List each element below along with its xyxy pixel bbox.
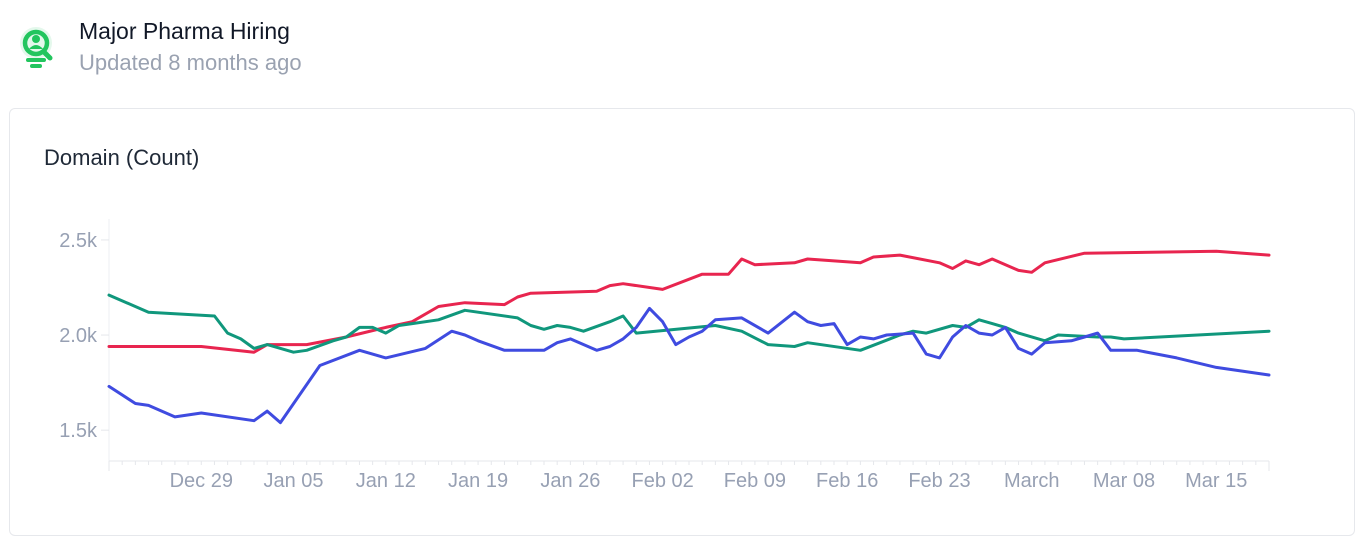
x-tick-label: Feb 09 bbox=[724, 470, 786, 492]
x-tick-label: Dec 29 bbox=[170, 470, 233, 492]
series-line-2[interactable] bbox=[107, 293, 1271, 354]
x-tick-label: Mar 15 bbox=[1185, 470, 1247, 492]
dashboard-header: Major Pharma Hiring Updated 8 months ago bbox=[16, 16, 716, 86]
x-tick-label: Jan 12 bbox=[356, 470, 416, 492]
x-tick-label: Feb 02 bbox=[632, 470, 694, 492]
dashboard-title[interactable]: Major Pharma Hiring bbox=[79, 18, 290, 44]
x-tick-label: Jan 26 bbox=[540, 470, 600, 492]
chart-title: Domain (Count) bbox=[44, 145, 200, 170]
y-tick-label: 2.0k bbox=[59, 325, 98, 347]
updated-timestamp: Updated 8 months ago bbox=[79, 50, 302, 75]
series-line-1[interactable] bbox=[107, 249, 1271, 354]
x-tick-label: Feb 16 bbox=[816, 470, 878, 492]
magnifier-person-icon bbox=[20, 27, 53, 68]
y-tick-label: 1.5k bbox=[59, 420, 98, 442]
chart-card: Domain (Count) 2.5k 2.0k 1.5k Dec 29 Jan 05 J… bbox=[9, 108, 1355, 536]
y-tick-label: 2.5k bbox=[59, 230, 98, 252]
x-tick-label: Feb 23 bbox=[908, 470, 970, 492]
x-tick-label: Mar 08 bbox=[1093, 470, 1155, 492]
line-chart[interactable]: 2.5k 2.0k 1.5k Dec 29 Jan 05 Jan 12 Jan 19 Jan … bbox=[10, 109, 1354, 535]
x-tick-label: March bbox=[1004, 470, 1060, 492]
x-tick-label: Jan 05 bbox=[264, 470, 324, 492]
x-tick-label: Jan 19 bbox=[448, 470, 508, 492]
series-line-3[interactable] bbox=[107, 306, 1271, 425]
